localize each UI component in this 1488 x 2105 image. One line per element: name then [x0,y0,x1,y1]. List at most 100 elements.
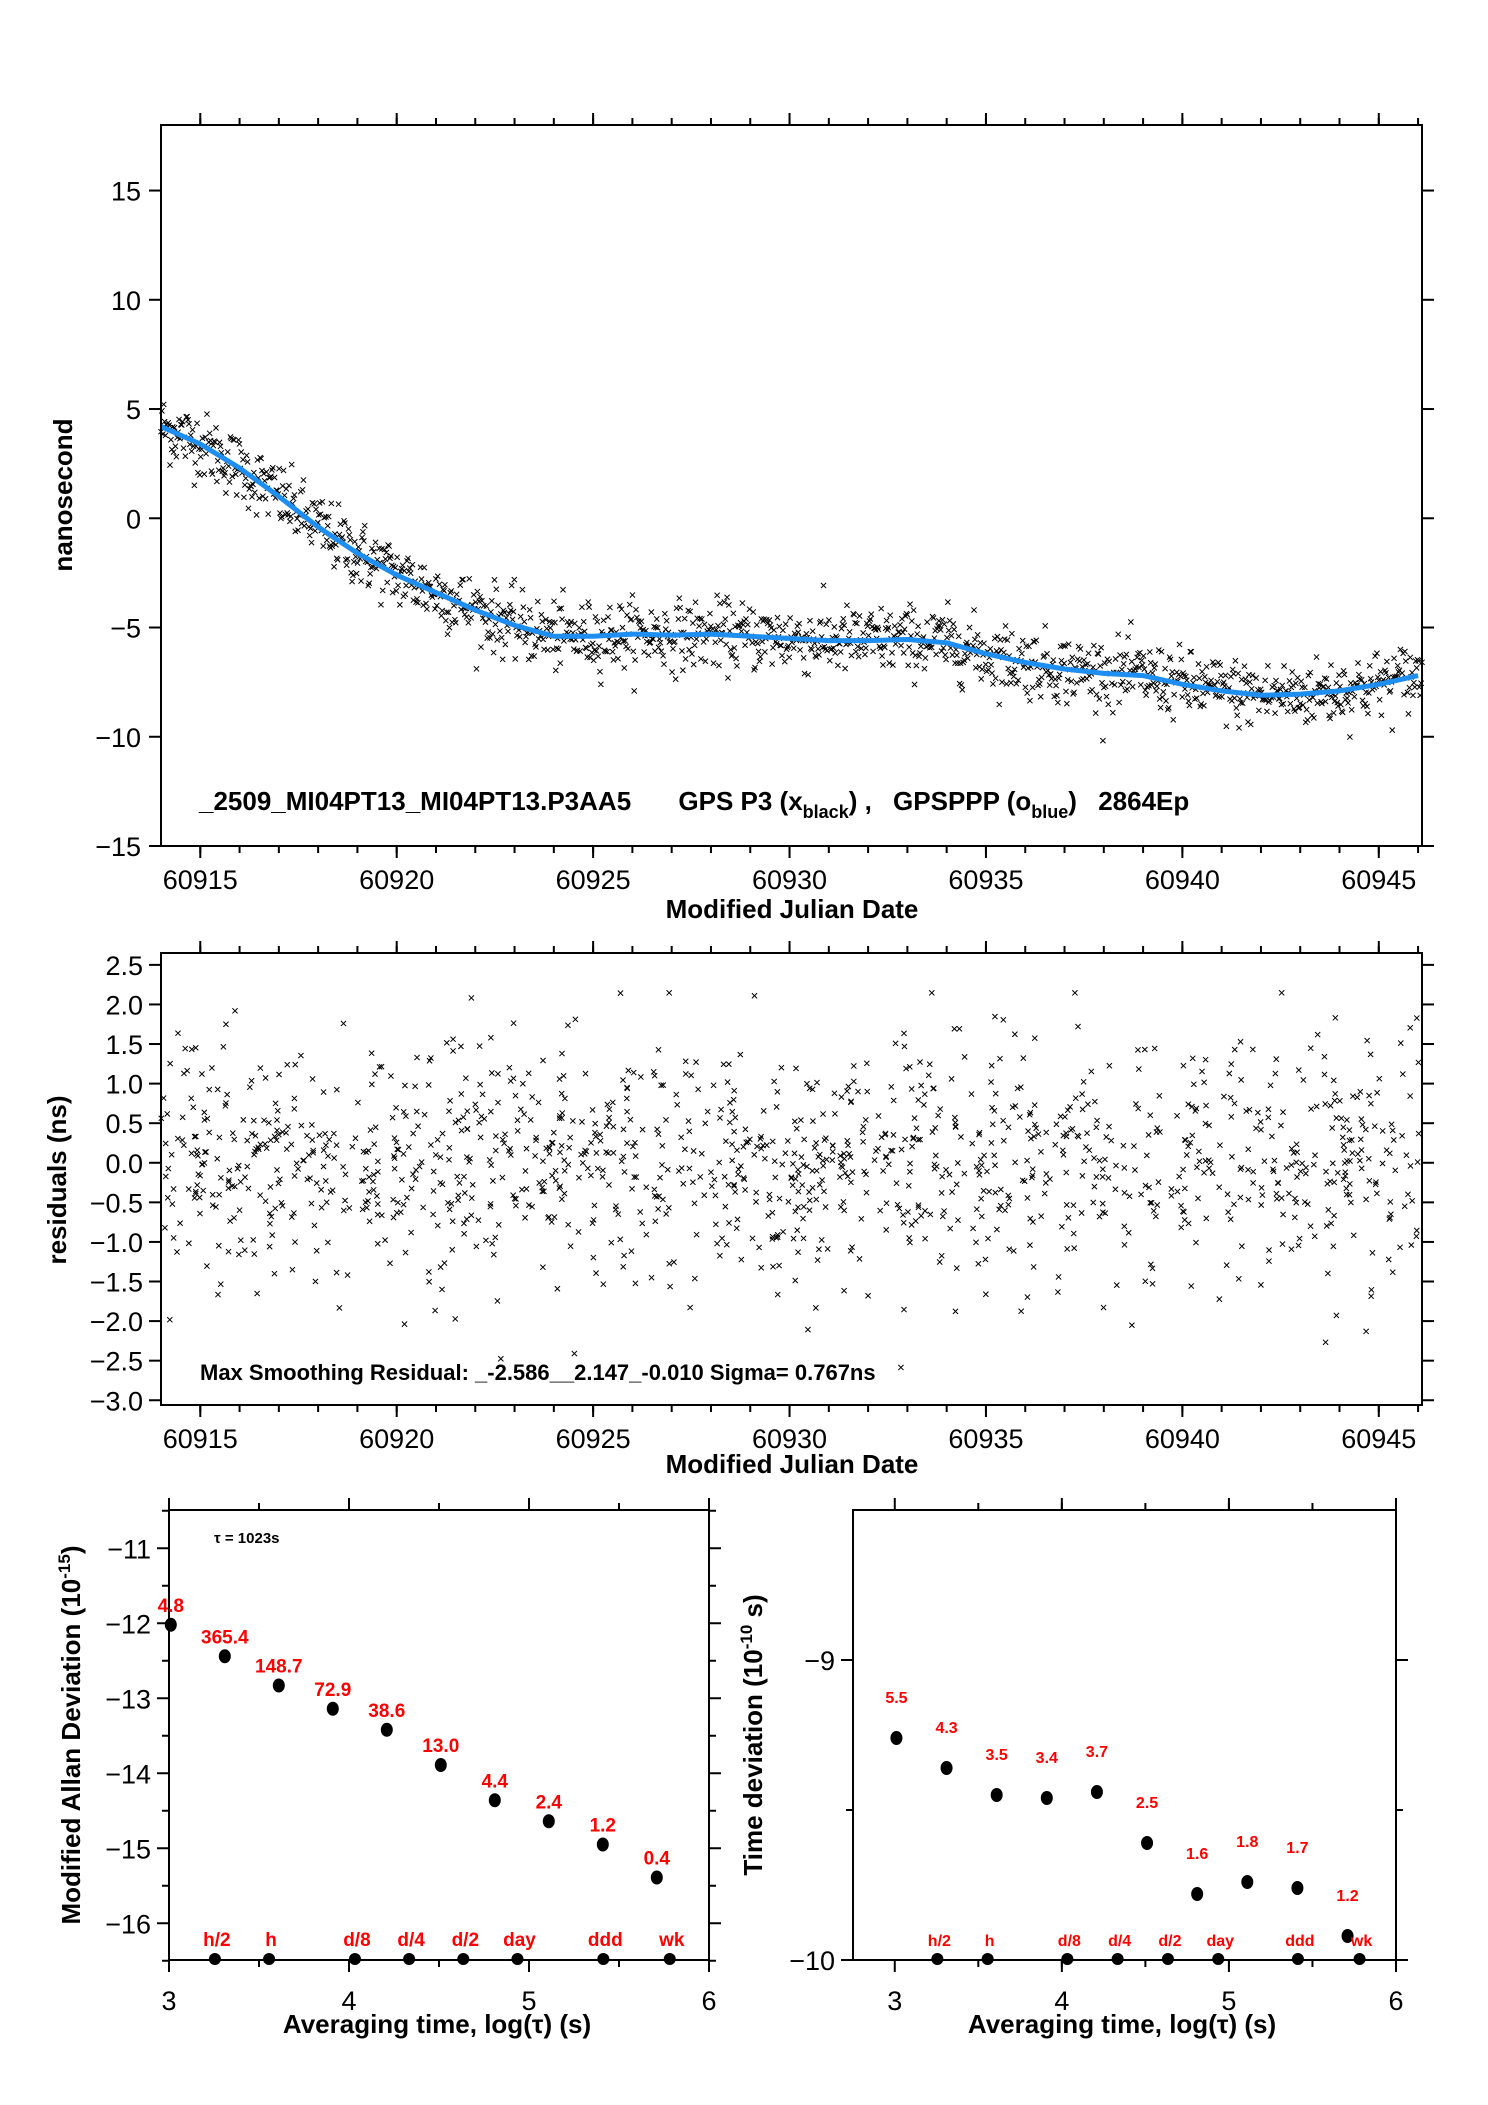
residual-point [567,1243,574,1250]
residual-point [770,1263,776,1270]
gps-p3-point [1366,662,1373,669]
residual-point [1121,1223,1128,1230]
gps-p3-point [743,616,749,622]
mdev-point [542,1814,555,1829]
residual-point [800,1215,806,1222]
residual-point [1253,1125,1259,1132]
residual-point [1397,1040,1404,1047]
residual-point [910,1134,917,1141]
gps-p3-point [1026,643,1032,650]
residual-point [401,1321,408,1328]
residual-point [481,1115,488,1122]
residual-point [855,1088,861,1095]
gps-p3-point [330,540,337,546]
residual-point [820,1162,827,1169]
gps-p3-point [1127,619,1134,625]
gps-p3-point [527,614,534,621]
gps-p3-point [952,660,959,667]
residual-point [1005,1192,1012,1199]
gps-p3-point [1235,670,1242,677]
gps-p3-point [308,539,315,546]
residual-point [1106,1062,1113,1069]
gps-p3-point [1387,687,1394,694]
residual-point [624,1085,631,1092]
gps-legend: GPS P3 (x [678,786,803,816]
gps-p3-point [370,548,377,555]
residual-point [1121,1164,1128,1171]
gps-p3-point [610,656,617,663]
residual-point [976,1167,982,1174]
residual-point [932,1124,939,1131]
gps-p3-point [492,621,499,628]
gps-p3-point [1243,680,1250,687]
gps-p3-point [268,473,274,480]
gps-p3-point [1364,710,1371,717]
residual-point [1329,1124,1336,1131]
gps-p3-point [1089,686,1096,693]
residual-point [310,1149,317,1156]
residual-point [735,1171,742,1178]
gps-p3-point [742,642,749,649]
tdev-point-label: 1.2 [1336,1888,1358,1905]
residual-point [529,1093,536,1100]
residual-point [272,1100,279,1107]
residual-point [1259,1192,1266,1198]
gps-p3-point [749,639,756,646]
residual-point [257,1141,264,1148]
gps-p3-point [219,468,226,475]
gps-p3-point [1271,682,1278,689]
residual-point [1121,1189,1128,1196]
residuals-annotation: Max Smoothing Residual: _-2.586__2.147_-… [200,1360,876,1385]
residual-point [820,1111,827,1117]
residual-point [458,1127,465,1134]
gps-p3-point [840,615,847,622]
gps-p3-point [1394,662,1401,669]
residual-point [507,1152,514,1158]
tdev-ylabel-text: Time deviation (10 [738,1649,768,1875]
gps-p3-point [240,494,247,501]
gps-p3-point [795,629,802,636]
residual-point [681,1146,688,1153]
residual-point [1179,1208,1186,1215]
gps-p3-point [1095,651,1102,657]
gps-p3-point [393,587,400,594]
residual-point [560,1072,567,1079]
tdev-ticks: 3 4 5 6−10−9 [789,1498,1408,2016]
residual-point [439,1286,445,1293]
residual-point [412,1083,419,1090]
gps-p3-point [445,609,452,616]
residual-point [1278,989,1285,996]
residual-point [643,1231,650,1238]
residual-point [1029,1219,1036,1225]
gps-p3-point [1149,670,1156,676]
residual-point [552,1177,559,1184]
reference-tick-mark [348,1953,361,1965]
tdev-points-layer: 5.54.33.5 3.4 3.72.51.61.8 1.71.2 [885,1690,1359,1943]
gps-p3-point [1280,700,1287,707]
gps-p3-point [441,581,448,588]
residual-point [888,1147,894,1154]
residual-point [888,1083,895,1090]
residual-point [464,1108,471,1115]
residual-point [349,1143,356,1150]
gps-p3-point [236,441,243,447]
gps-p3-point [770,627,777,633]
gps-p3-point [533,643,539,650]
gps-p3-point [1101,660,1108,667]
residual-point [666,1260,673,1267]
residual-point [606,1106,613,1113]
residual-point [883,1226,890,1233]
gps-p3-point [650,636,657,642]
residual-point [1196,1158,1203,1165]
gps-p3-point [867,616,874,623]
gps-p3-point [720,621,727,628]
gps-p3-point [392,564,399,571]
residual-point [935,1112,942,1119]
gps-p3-point [549,619,556,626]
gps-p3-point [865,632,872,639]
residual-point [909,1143,916,1150]
residual-point [188,1095,195,1102]
residual-point [691,1275,698,1282]
residual-point [1020,1055,1027,1062]
residual-point [1093,1124,1100,1131]
